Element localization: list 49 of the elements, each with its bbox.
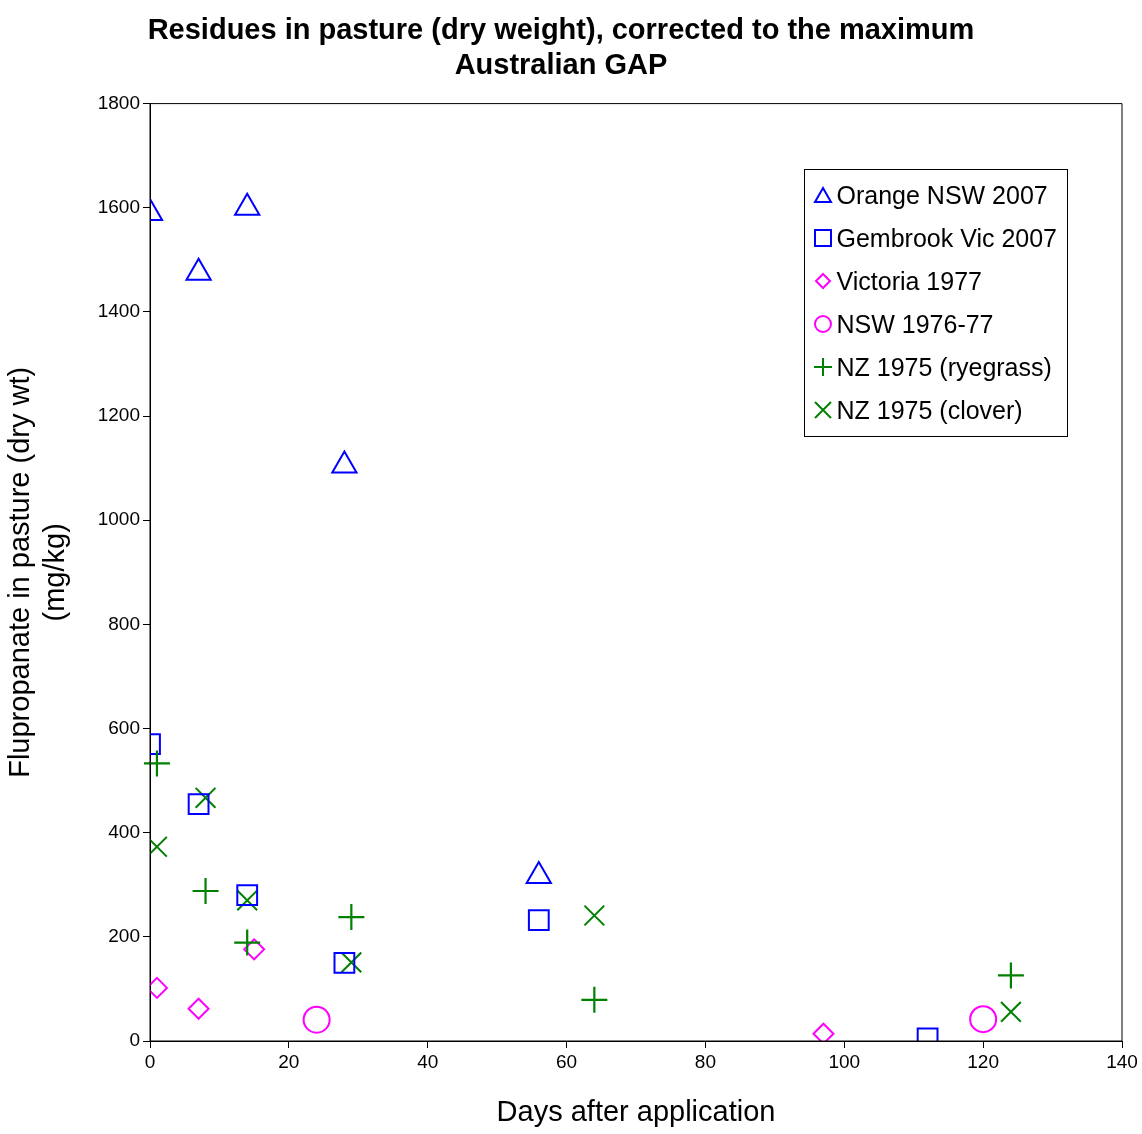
y-axis-title: Flupropanate in pasture (dry wt) (mg/kg) xyxy=(3,366,71,778)
point xyxy=(187,793,210,815)
point xyxy=(583,904,606,927)
point xyxy=(243,938,266,961)
point xyxy=(187,997,210,1020)
y-tick-label: 600 xyxy=(108,716,140,738)
y-tick-label: 1000 xyxy=(97,508,140,530)
x-tick-label: 120 xyxy=(967,1050,999,1072)
x-tick-label: 0 xyxy=(144,1050,156,1072)
y-tick-label: 400 xyxy=(108,820,140,842)
y-tick-label: 800 xyxy=(108,612,140,634)
y-tick-label: 1800 xyxy=(97,91,140,113)
point xyxy=(331,450,358,474)
point xyxy=(527,909,550,932)
point xyxy=(338,904,365,931)
point xyxy=(185,257,212,281)
point xyxy=(194,786,217,809)
x-axis-title: Days after application xyxy=(496,1094,776,1127)
legend-label: Victoria 1977 xyxy=(836,266,982,296)
legend-label: NSW 1976-77 xyxy=(836,309,994,339)
legend-label: NZ 1975 (clover) xyxy=(836,395,1023,425)
point xyxy=(1000,1000,1022,1023)
x-tick-label: 100 xyxy=(828,1050,861,1072)
point xyxy=(333,951,356,974)
y-tick-label: 200 xyxy=(108,925,140,947)
point xyxy=(192,878,219,905)
point xyxy=(234,929,261,956)
point xyxy=(340,951,363,974)
point xyxy=(143,750,170,777)
x-tick-label: 20 xyxy=(278,1050,300,1072)
point xyxy=(581,986,608,1013)
x-tick-label: 140 xyxy=(1106,1050,1138,1072)
point xyxy=(236,884,259,907)
legend-label: Orange NSW 2007 xyxy=(836,180,1048,210)
x-tick-label: 60 xyxy=(556,1050,578,1072)
point xyxy=(997,962,1024,989)
x-tick-label: 80 xyxy=(694,1050,716,1072)
y-tick-label: 1200 xyxy=(97,404,140,426)
point xyxy=(236,889,259,912)
legend-label: Gembrook Vic 2007 xyxy=(836,223,1057,253)
point xyxy=(969,1005,998,1034)
y-tick-label: 0 xyxy=(129,1029,140,1051)
y-tick-label: 1600 xyxy=(97,195,140,217)
legend-label: NZ 1975 (ryegrass) xyxy=(836,352,1052,382)
point xyxy=(234,192,261,216)
point xyxy=(302,1005,331,1034)
y-tick-label: 1400 xyxy=(97,300,140,322)
chart-title: Residues in pasture (dry weight), corrected to the maximum Australian GAP xyxy=(147,13,975,81)
x-tick-label: 40 xyxy=(417,1050,439,1072)
